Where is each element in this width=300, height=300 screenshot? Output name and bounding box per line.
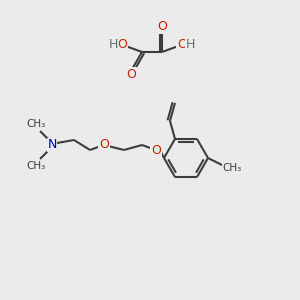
Text: CH₃: CH₃ <box>26 119 46 129</box>
Text: O: O <box>126 68 136 81</box>
Text: N: N <box>47 139 57 152</box>
Text: O: O <box>151 143 161 157</box>
Text: O: O <box>99 139 109 152</box>
Text: H: H <box>109 38 118 51</box>
Text: O: O <box>117 38 127 51</box>
Text: CH₃: CH₃ <box>222 163 242 173</box>
Text: O: O <box>157 20 167 34</box>
Text: H: H <box>186 38 196 51</box>
Text: O: O <box>177 38 187 51</box>
Text: CH₃: CH₃ <box>26 161 46 171</box>
